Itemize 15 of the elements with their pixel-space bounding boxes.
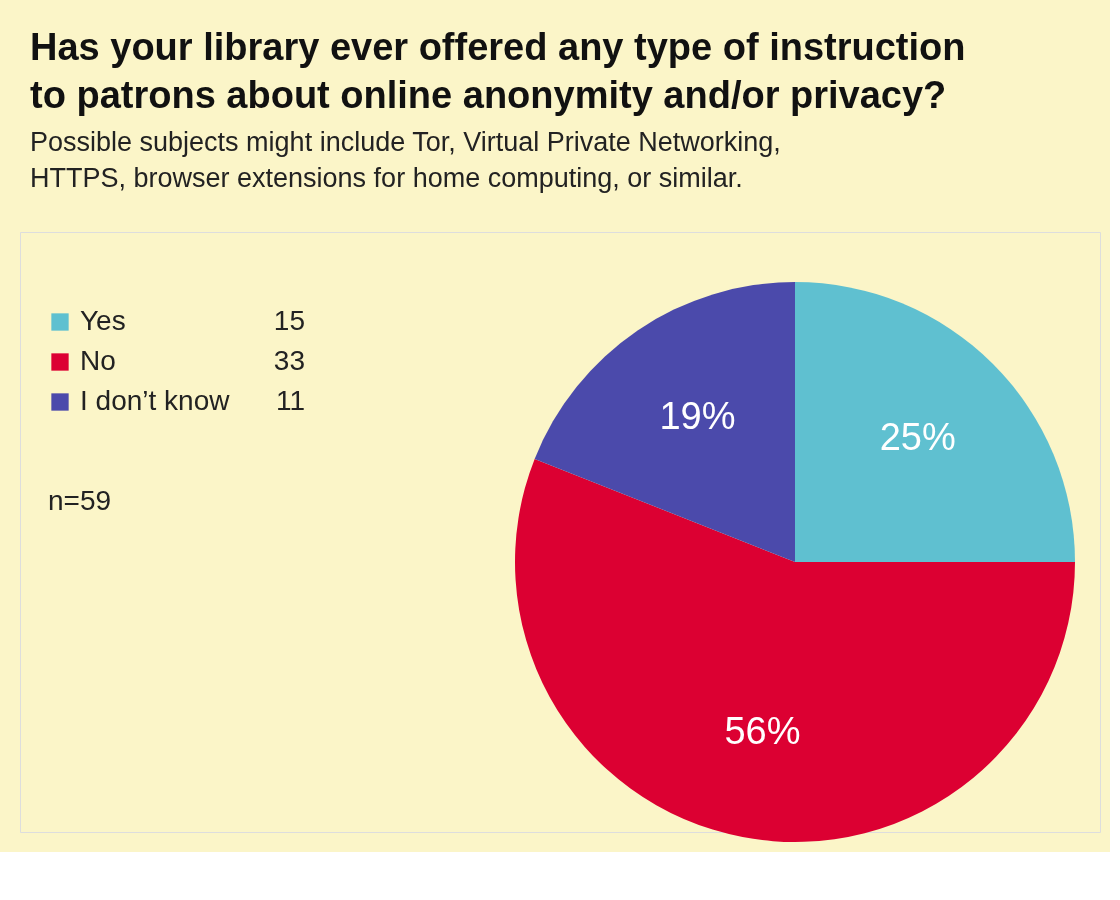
data-label: 19% (659, 395, 736, 438)
legend-label: Yes (80, 305, 126, 336)
data-label: 25% (879, 416, 956, 459)
text: 33 (273, 345, 305, 376)
pie-slice (515, 458, 1075, 842)
text: 11 (275, 385, 305, 416)
text: 15 (273, 305, 305, 336)
legend-label: I don’t know (80, 385, 231, 416)
pie-slice (795, 282, 1075, 562)
text: n=59 (48, 485, 112, 516)
pie-slice (534, 282, 795, 562)
chart-subtitle: Possible subjects might include Tor, Virtual Private Networking, HTTPS, browser extensions for home computing, or similar. (30, 127, 781, 193)
legend-label: No (80, 345, 116, 376)
data-label: 56% (724, 709, 801, 752)
chart-title: Has your library ever offered any type of instruction to patrons about online anonymity and/or privacy? (30, 26, 966, 116)
